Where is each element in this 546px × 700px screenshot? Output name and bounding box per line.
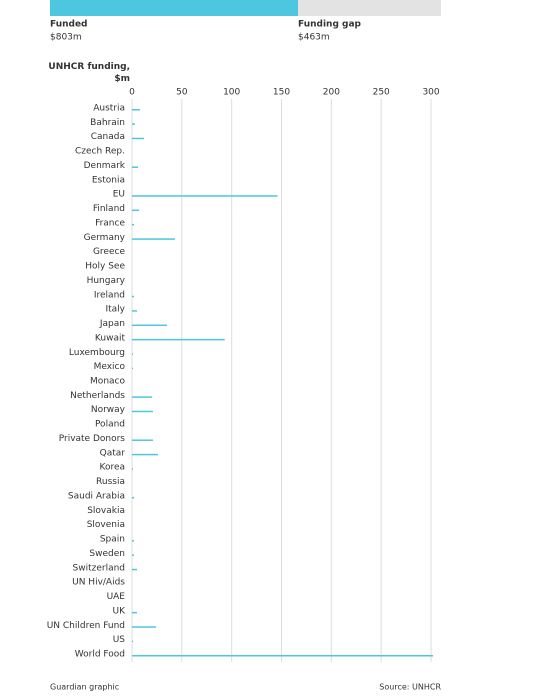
y-tick-label: Austria (93, 104, 125, 114)
bar (132, 540, 134, 542)
bar (132, 353, 133, 355)
y-tick-label: EU (113, 190, 125, 200)
y-tick-label: Korea (99, 463, 125, 473)
y-tick-label: Bahrain (90, 118, 125, 128)
stacked-segment (298, 0, 441, 16)
y-tick-label: Switzerland (73, 563, 126, 573)
chart-title: UNHCR funding, $m (48, 62, 130, 84)
y-tick-label: Ireland (94, 290, 125, 300)
y-tick-label: Netherlands (70, 391, 125, 401)
bar (132, 238, 175, 240)
x-tick-label: 300 (422, 88, 439, 98)
y-tick-label: Poland (95, 420, 125, 430)
value-label: $463m (298, 33, 330, 43)
legend-label: Funded (50, 20, 88, 30)
y-tick-label: Italy (105, 305, 125, 315)
bar (132, 626, 156, 628)
y-tick-label: Canada (91, 132, 125, 142)
y-tick-label: Norway (91, 405, 126, 415)
bar (132, 367, 133, 370)
y-tick-label: Denmark (84, 161, 126, 171)
y-tick-label: Hungary (87, 276, 126, 286)
bar (132, 223, 134, 226)
bar (132, 338, 225, 341)
legend-label: Funding gap (298, 20, 362, 30)
bar (132, 468, 133, 470)
bar (132, 554, 134, 556)
y-tick-label: Qatar (100, 448, 126, 458)
y-tick-label: Estonia (92, 175, 125, 185)
bar (132, 410, 153, 413)
bar (132, 568, 137, 571)
y-tick-label: World Food (75, 650, 125, 660)
y-tick-label: Luxembourg (69, 348, 125, 358)
bar (132, 166, 138, 168)
bar (132, 324, 167, 327)
value-label: $803m (50, 33, 82, 43)
y-tick-label: Saudi Arabia (68, 491, 125, 501)
bar (132, 655, 434, 657)
bar (132, 195, 278, 197)
bar (132, 310, 137, 312)
x-tick-label: 250 (373, 88, 390, 98)
y-tick-label: Germany (84, 233, 126, 243)
bar (132, 640, 133, 643)
y-tick-label: Sweden (89, 549, 125, 559)
bar (132, 209, 139, 212)
y-tick-label: Private Donors (59, 434, 126, 444)
x-tick-label: 100 (223, 88, 240, 98)
y-tick-label: Slovenia (87, 520, 125, 530)
y-tick-label: UAE (107, 592, 126, 602)
y-tick-label: Slovakia (87, 506, 125, 516)
bar (132, 453, 158, 456)
y-tick-label: US (113, 635, 126, 645)
x-tick-label: 200 (323, 88, 340, 98)
y-tick-label: UN Children Fund (47, 621, 125, 631)
y-tick-label: UN Hiv/Aids (72, 578, 125, 588)
bar (132, 396, 152, 398)
bar (132, 496, 134, 499)
bar (132, 137, 144, 140)
y-tick-label: Mexico (94, 362, 126, 372)
y-tick-label: France (95, 218, 125, 228)
bar (132, 109, 140, 111)
y-tick-label: Czech Rep. (75, 147, 125, 157)
bar (132, 439, 153, 441)
x-tick-label: 0 (129, 88, 135, 98)
y-tick-label: Holy See (85, 262, 125, 272)
y-tick-label: UK (113, 606, 127, 616)
source: Source: UNHCR (379, 683, 441, 692)
y-tick-label: Spain (100, 535, 125, 545)
bar (132, 611, 137, 614)
y-tick-label: Greece (93, 247, 125, 257)
y-tick-label: Japan (99, 319, 125, 329)
y-tick-label: Russia (96, 477, 125, 487)
x-tick-label: 50 (176, 88, 188, 98)
y-tick-label: Monaco (90, 377, 125, 387)
x-tick-label: 150 (273, 88, 290, 98)
stacked-segment (50, 0, 299, 16)
credit: Guardian graphic (50, 683, 119, 692)
bar (132, 295, 134, 298)
bar (132, 123, 135, 125)
y-tick-label: Finland (93, 204, 125, 214)
y-tick-label: Kuwait (95, 333, 126, 343)
